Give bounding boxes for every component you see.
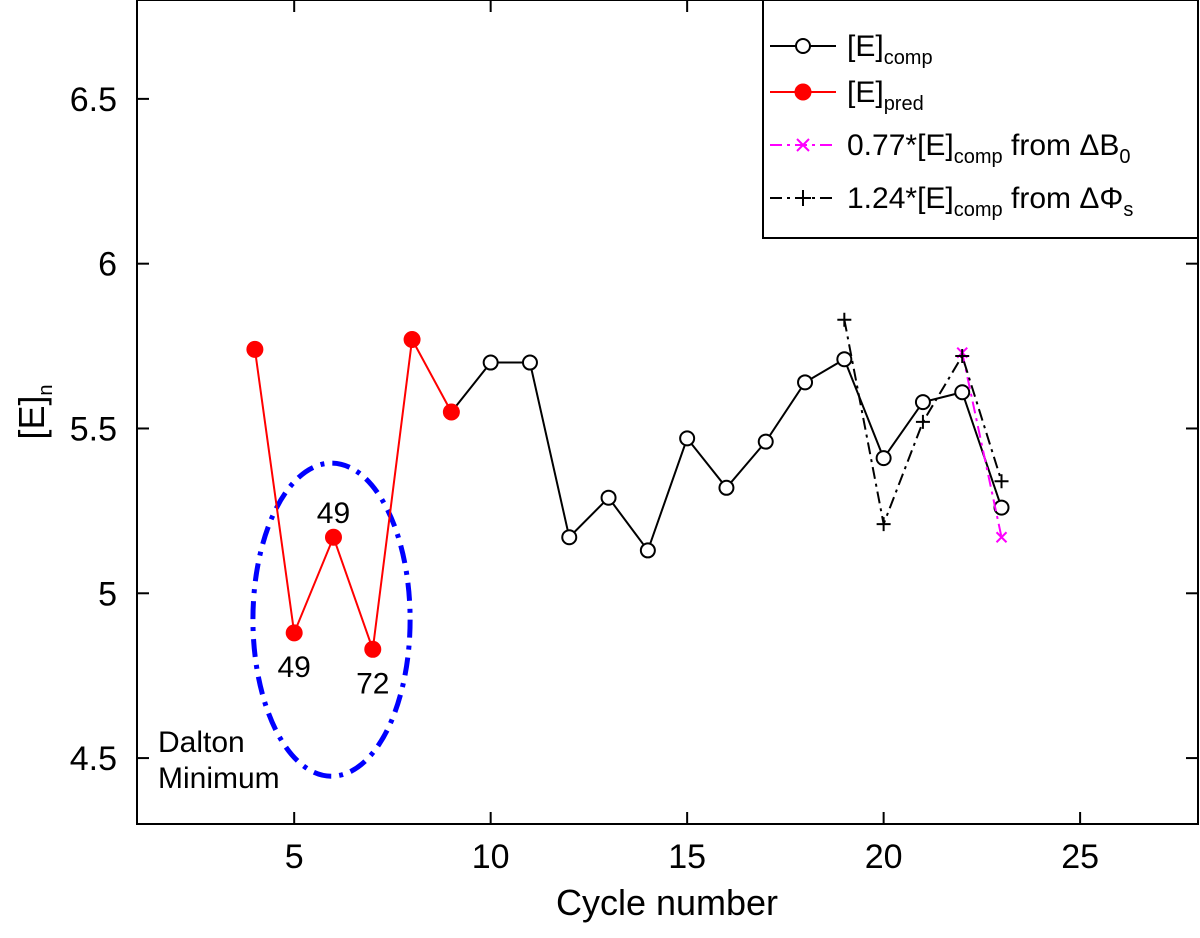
data-point	[836, 351, 853, 368]
data-point	[955, 348, 970, 363]
series-line-1	[253, 336, 453, 650]
x-tick-label: 25	[1061, 838, 1099, 876]
series-layer	[246, 312, 1010, 658]
data-point	[521, 354, 538, 371]
data-point	[797, 374, 814, 391]
data-point	[246, 340, 264, 358]
legend-label-b0-tail-sub: 0	[1119, 146, 1130, 168]
data-point	[639, 542, 656, 559]
y-tick-label: 5.5	[70, 410, 117, 448]
legend-label-phis-tail-sub: s	[1123, 199, 1133, 221]
data-point	[954, 384, 971, 401]
legend-label-b0: 0.77*[E]comp from ΔB0	[847, 129, 1131, 168]
point-annotation: 72	[356, 667, 389, 700]
plot-area-frame	[136, 0, 1199, 825]
data-point	[876, 517, 891, 532]
data-point	[442, 403, 460, 421]
x-tick-label: 5	[285, 838, 304, 876]
data-point	[757, 433, 774, 450]
data-point	[561, 529, 578, 546]
y-tick-label: 6.5	[70, 81, 117, 119]
legend-label-phis-tail: from ΔΦ	[1003, 182, 1124, 215]
point-annotation: 49	[277, 651, 310, 684]
point-annotations: 49 49 72	[277, 497, 389, 700]
y-tick-label: 4.5	[70, 740, 117, 778]
data-point	[915, 414, 930, 429]
y-tick-label: 6	[98, 246, 117, 284]
data-point	[324, 528, 342, 546]
x-axis-label: Cycle number	[556, 882, 778, 923]
axis-ticks: 5 10 15 20 25 4.5 5 5.5 6 6.5	[70, 0, 1198, 876]
data-point	[914, 394, 931, 411]
legend-marker-phis	[795, 190, 811, 206]
data-point	[993, 499, 1010, 516]
legend-marker-comp	[795, 38, 811, 54]
legend-marker-b0	[796, 138, 810, 152]
data-point	[994, 474, 1009, 489]
legend-label-b0-sub: comp	[954, 146, 1003, 168]
series-line-2	[961, 352, 1003, 538]
region-label-line2: Minimum	[158, 762, 280, 795]
legend-marker-pred	[794, 83, 812, 101]
series-line-0	[450, 357, 1003, 553]
legend-entry-comp: [E]comp	[770, 30, 933, 69]
data-point	[875, 450, 892, 467]
legend-label-b0-main: 0.77*[E]	[847, 129, 954, 162]
data-point	[718, 479, 735, 496]
legend-label-comp-main: [E]	[847, 30, 884, 63]
legend-label-comp: [E]comp	[847, 30, 933, 69]
legend-label-pred-main: [E]	[847, 76, 884, 109]
data-point	[837, 312, 852, 327]
y-tick-label: 5	[98, 575, 117, 613]
point-annotation: 49	[317, 497, 350, 530]
data-point	[482, 354, 499, 371]
data-point	[285, 624, 303, 642]
legend: [E]comp [E]pred 0.77*[E]comp from ΔB0 1.…	[762, 0, 1199, 239]
x-tick-label: 10	[472, 838, 510, 876]
data-point	[600, 489, 617, 506]
data-point	[995, 531, 1008, 543]
x-tick-label: 20	[865, 838, 903, 876]
legend-entry-b0: 0.77*[E]comp from ΔB0	[770, 129, 1131, 168]
legend-entry-phis: 1.24*[E]comp from ΔΦs	[770, 182, 1133, 221]
data-point	[679, 430, 696, 447]
legend-label-b0-tail: from ΔB	[1003, 129, 1120, 162]
legend-label-phis: 1.24*[E]comp from ΔΦs	[847, 182, 1133, 221]
legend-label-phis-sub: comp	[954, 199, 1003, 221]
y-axis-label-main: [E]	[11, 396, 52, 440]
legend-label-pred: [E]pred	[847, 76, 924, 115]
region-label-line1: Dalton	[158, 726, 245, 759]
y-axis-label-sub: n	[35, 384, 57, 395]
dalton-minimum-ellipse	[250, 460, 413, 779]
legend-label-comp-sub: comp	[884, 47, 933, 69]
x-tick-label: 15	[668, 838, 706, 876]
dalton-minimum-region	[250, 460, 413, 779]
y-axis-label: [E]n	[11, 384, 57, 439]
legend-box	[762, 0, 1199, 239]
region-label: Dalton Minimum	[158, 726, 280, 795]
legend-label-pred-sub: pred	[884, 93, 924, 115]
data-point	[403, 330, 421, 348]
legend-entry-pred: [E]pred	[770, 76, 924, 115]
data-point	[364, 640, 382, 658]
legend-label-phis-main: 1.24*[E]	[847, 182, 954, 215]
